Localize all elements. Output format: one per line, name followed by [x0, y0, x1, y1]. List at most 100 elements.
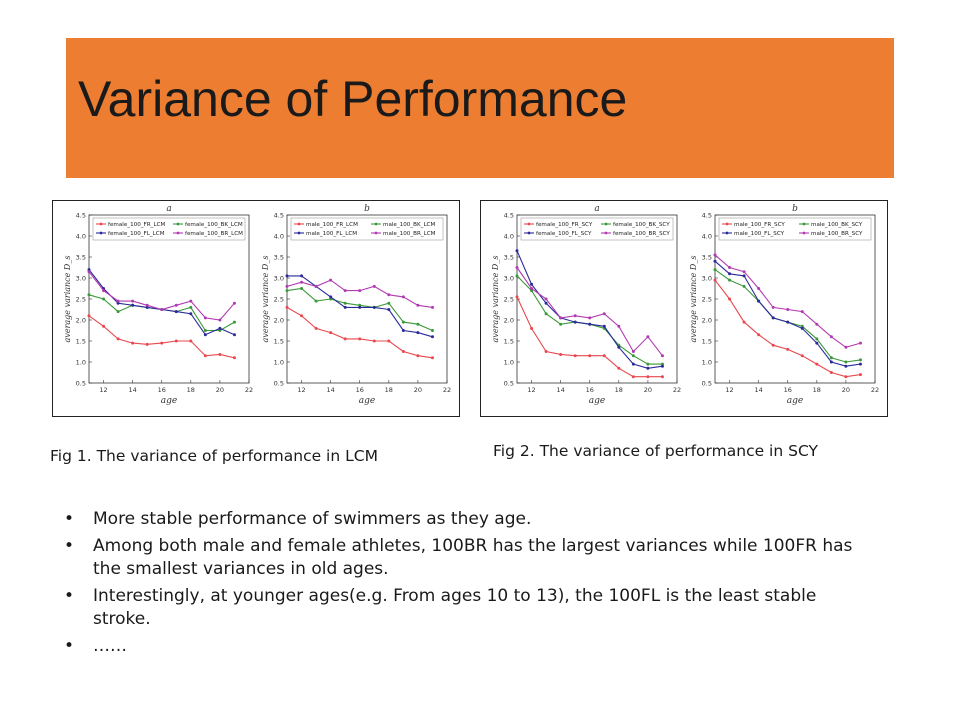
slide-title: Variance of Performance	[78, 71, 628, 127]
legend-marker	[725, 222, 729, 226]
data-point	[189, 312, 193, 316]
data-point	[544, 350, 548, 353]
data-point	[544, 312, 548, 316]
legend-marker	[527, 231, 531, 235]
legend-entry: male_100_FR_LCM	[306, 222, 358, 228]
legend-entry: male_100_BR_LCM	[383, 231, 436, 237]
data-point	[602, 312, 606, 316]
data-point	[530, 289, 534, 293]
data-point	[530, 282, 534, 286]
data-point	[660, 362, 664, 366]
data-point	[358, 337, 362, 341]
legend-marker	[99, 231, 103, 235]
data-point	[131, 303, 135, 307]
data-point	[116, 310, 120, 314]
data-point	[329, 278, 333, 282]
data-point	[131, 341, 135, 345]
y-tick-label: 0.5	[504, 380, 514, 388]
data-point	[218, 318, 222, 322]
data-point	[87, 270, 91, 274]
legend-entry: female_100_FL_LCM	[108, 231, 165, 237]
data-point	[300, 280, 304, 284]
legend-entry: male_100_FL_SCY	[734, 231, 785, 237]
data-point	[631, 362, 635, 366]
data-point	[800, 324, 804, 328]
data-point	[218, 329, 222, 332]
data-point	[401, 320, 405, 324]
data-point	[858, 358, 862, 362]
data-point	[416, 303, 420, 307]
data-point	[343, 301, 347, 305]
data-point	[602, 354, 606, 358]
panel-title: b	[364, 204, 370, 214]
legend-marker	[297, 231, 301, 235]
data-point	[713, 268, 717, 272]
data-point	[631, 354, 635, 358]
y-tick-label: 1.5	[76, 338, 86, 346]
data-point	[742, 284, 746, 288]
data-point	[660, 354, 664, 358]
data-point	[588, 354, 592, 358]
x-tick-label: 12	[99, 386, 107, 394]
data-point	[430, 305, 434, 309]
data-point	[401, 350, 405, 353]
data-point	[815, 341, 819, 345]
x-tick-label: 20	[842, 386, 850, 394]
data-point	[343, 289, 347, 293]
panel-title: a	[166, 204, 171, 214]
data-point	[189, 299, 193, 303]
y-tick-label: 2.5	[274, 296, 284, 304]
data-point	[87, 293, 91, 297]
bullet-item: Among both male and female athletes, 100…	[62, 535, 872, 581]
data-point	[573, 354, 577, 358]
data-point	[771, 305, 775, 309]
data-point	[174, 310, 178, 314]
data-point	[757, 299, 761, 303]
legend-box	[290, 217, 444, 241]
bullet-item: Interestingly, at younger ages(e.g. From…	[62, 585, 872, 631]
legend-entry: female_100_BR_LCM	[185, 231, 243, 237]
data-point	[116, 299, 120, 303]
legend-marker	[604, 231, 608, 235]
data-point	[387, 308, 391, 311]
legend: female_100_FR_LCM female_100_BK_LCMfemale…	[92, 217, 246, 241]
y-tick-label: 4.5	[702, 212, 712, 220]
x-tick-label: 12	[297, 386, 305, 394]
data-point	[631, 350, 635, 353]
data-point	[515, 266, 519, 269]
chart-panel-a: a 0.5 1.0 1.5 2.0 2.5 3.0 3.5 4.0 4.5 12 14 16 18 20 22…	[491, 204, 681, 406]
legend-entry: female_100_FR_SCY	[536, 222, 593, 228]
y-tick-label: 2.0	[702, 317, 712, 325]
legend: female_100_FR_SCY female_100_BK_SCYfemale…	[520, 217, 674, 241]
data-point	[646, 335, 650, 339]
legend-marker	[802, 222, 806, 226]
legend-marker	[527, 222, 531, 226]
data-point	[829, 371, 833, 374]
y-tick-label: 3.5	[274, 254, 284, 262]
legend-marker	[802, 231, 806, 235]
data-point	[757, 287, 761, 290]
data-point	[358, 289, 362, 293]
data-point	[329, 331, 333, 335]
legend-marker	[374, 231, 378, 235]
y-tick-label: 2.0	[274, 317, 284, 325]
legend-marker	[99, 222, 103, 226]
y-tick-label: 2.5	[76, 296, 86, 304]
y-tick-label: 2.5	[504, 296, 514, 304]
bullet-item: More stable performance of swimmers as t…	[62, 508, 872, 531]
data-point	[102, 297, 106, 301]
y-tick-label: 1.0	[504, 359, 514, 367]
data-point	[786, 347, 790, 351]
data-point	[771, 343, 775, 347]
legend-entry: male_100_BK_LCM	[383, 222, 435, 228]
y-tick-label: 1.0	[702, 359, 712, 367]
panel-title: b	[792, 204, 798, 214]
x-tick-label: 14	[326, 386, 334, 394]
y-axis-label: average variance D_s	[491, 256, 500, 343]
data-point	[713, 253, 717, 257]
data-point	[573, 314, 577, 318]
legend-marker	[725, 231, 729, 235]
y-tick-label: 2.0	[76, 317, 86, 325]
data-point	[372, 339, 376, 343]
y-tick-label: 4.0	[274, 233, 284, 241]
